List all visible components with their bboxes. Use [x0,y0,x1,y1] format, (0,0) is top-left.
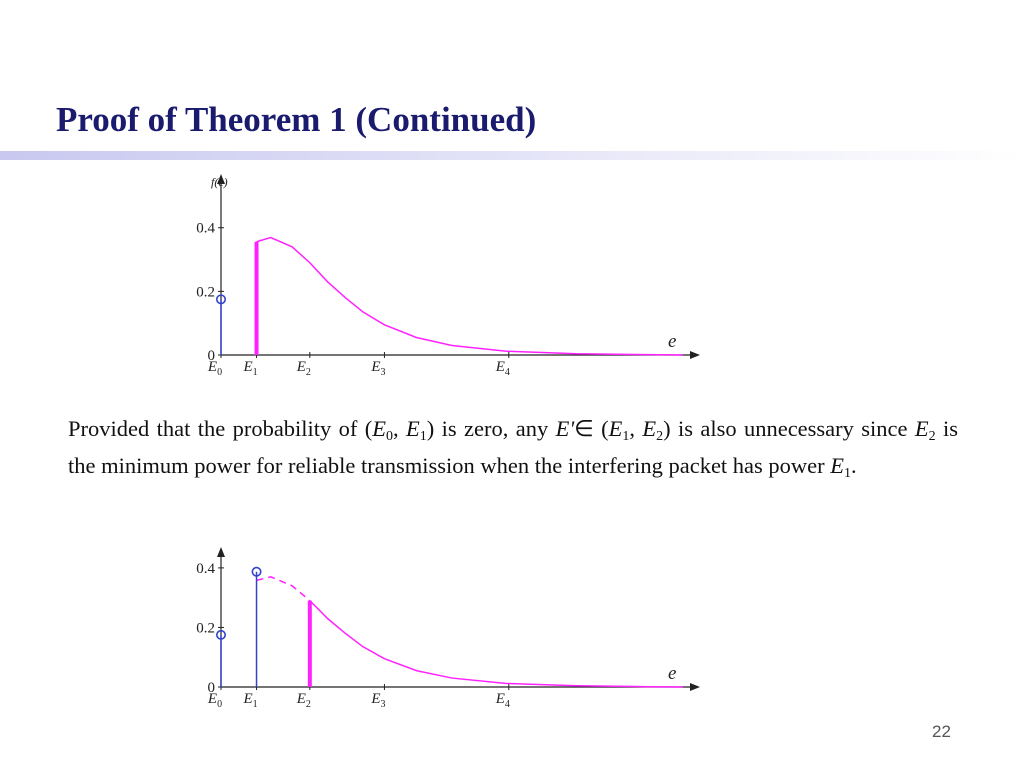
page-number: 22 [932,722,951,741]
chart: e00.20.4E0 E1 E2 E3 E4 [196,547,700,710]
subscript: 0 [386,429,394,444]
tick-subscript: 1 [253,367,258,378]
text-run: ) is also unnecessary since [663,416,915,441]
x-tick-label: E1 [242,359,257,378]
x-tick-label: E4 [495,359,510,378]
x-tick-label: E0 [207,359,222,378]
subscript: 1 [419,429,427,444]
impulse-marker [251,566,262,577]
tick-subscript: 4 [505,367,510,378]
tick-subscript: 3 [381,367,386,378]
x-axis-arrow [690,351,700,359]
text-run: is the minimum power for reliable transm… [68,416,958,478]
y-tick-label: 0.2 [196,284,215,300]
text-run: E [406,416,420,441]
tick-subscript: 2 [306,367,311,378]
text-run: E [914,416,929,441]
subscript: 1 [844,466,852,481]
text-run: E' [555,416,575,441]
curve [309,600,683,688]
tick-subscript: 0 [217,367,222,378]
chart: f(e)e00.20.4E0 E1 E2 E3 E4 [196,174,700,378]
y-tick-label: 0 [208,680,216,696]
x-tick-label: E3 [370,691,385,710]
x-tick-label: E1 [242,691,257,710]
text-run: E [608,416,623,441]
x-tick-label: E2 [296,691,311,710]
tick-letter: E [495,359,505,375]
tick-letter: E [370,691,380,707]
slide-title: Proof of Theorem 1 (Continued) [56,100,537,139]
x-tick-label: E0 [207,691,222,710]
x-axis-label: e [668,331,676,352]
curve [256,576,311,602]
impulse-marker [215,294,226,305]
tick-letter: E [242,691,252,707]
y-axis-label: f(e) [211,175,228,189]
tick-letter: E [495,691,505,707]
tick-letter: E [296,359,306,375]
tick-letter: E [207,359,217,375]
text-run: Provided that the probability of ( [68,416,373,441]
x-axis-label: e [668,663,676,684]
text-run: E [372,416,387,441]
x-tick-label: E3 [370,359,385,378]
subscript: 2 [928,429,936,444]
text-run: . [851,453,857,478]
text-run: E [830,453,845,478]
title-underline [0,151,1024,160]
y-tick-label: 0.2 [196,620,215,636]
curve [256,236,683,356]
y-axis-arrow [217,174,225,184]
paragraph: Provided that the probability of (E0, E1… [68,410,958,484]
tick-letter: E [242,359,252,375]
tick-letter: E [207,691,217,707]
tick-subscript: 2 [306,699,311,710]
text-run: , [629,416,643,441]
y-tick-label: 0 [208,348,216,364]
subscript: 1 [622,429,630,444]
text-run: , [393,416,407,441]
tick-letter: E [296,691,306,707]
y-tick-label: 0.4 [196,221,215,237]
impulse-marker [215,629,226,640]
tick-subscript: 4 [505,699,510,710]
subscript: 2 [656,429,664,444]
tick-letter: E [370,359,380,375]
text-run: ) is zero, any [426,416,556,441]
x-tick-label: E2 [296,359,311,378]
text-run: E [642,416,657,441]
tick-subscript: 3 [381,699,386,710]
y-axis-arrow [217,547,225,557]
y-tick-label: 0.4 [196,561,215,577]
x-tick-label: E4 [495,691,510,710]
text-run: ∈ ( [574,416,609,441]
tick-subscript: 1 [253,699,258,710]
x-axis-arrow [690,683,700,691]
tick-subscript: 0 [217,699,222,710]
